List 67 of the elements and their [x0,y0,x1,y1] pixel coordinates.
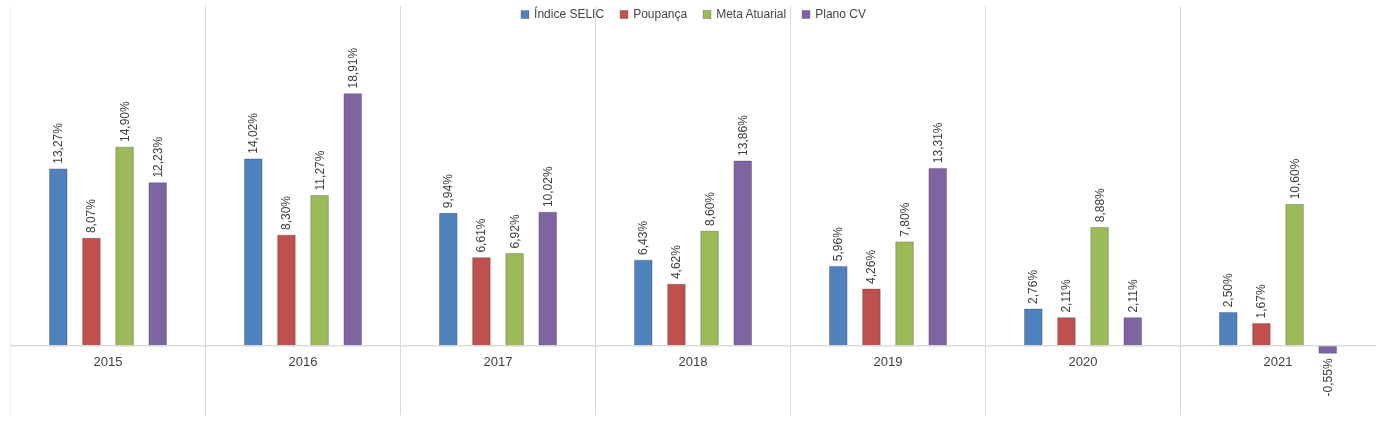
bar [538,211,557,347]
legend-label: Plano CV [815,7,866,21]
bar [505,253,524,347]
data-label: 6,43% [636,220,651,255]
data-label: 10,60% [1287,158,1302,200]
bar [1057,317,1076,347]
bar [1090,227,1109,347]
data-label: 8,88% [1092,187,1107,223]
bar [343,93,362,347]
bar [1024,308,1043,347]
data-label: 14,90% [117,100,132,143]
x-tick-label: 2017 [483,353,513,369]
data-label: 2,76% [1026,269,1041,304]
data-label: 5,96% [831,226,846,262]
data-label: 4,62% [669,244,684,280]
data-label: 8,30% [279,195,294,231]
data-label: 2,11% [1125,279,1140,313]
x-tick-label: 2021 [1263,353,1293,369]
data-label: 13,86% [735,114,750,156]
bar [895,241,914,347]
data-label: 7,80% [897,202,912,237]
bar [472,257,491,347]
data-label: 9,94% [441,173,456,209]
bar [733,160,752,347]
bar [439,213,458,347]
bar [1123,317,1142,347]
data-label: -0,55% [1320,358,1335,397]
legend-label: Poupança [633,7,688,21]
x-tick-label: 2018 [678,353,708,369]
data-label: 11,27% [312,150,327,191]
bar [667,283,686,347]
legend-label: Índice SELIC [534,7,605,21]
x-tick-label: 2015 [93,353,123,369]
x-tick-label: 2019 [873,353,903,369]
data-label: 13,31% [930,122,945,164]
data-label: 2,11% [1059,279,1074,313]
bar [1285,204,1304,347]
bar [115,146,134,347]
bar [148,182,167,347]
bar [928,168,947,347]
data-label: 2,50% [1221,273,1236,308]
bar [310,195,329,347]
bar [862,288,881,347]
data-label: 14,02% [246,112,261,154]
data-label: 10,02% [540,166,555,208]
data-label: 18,91% [345,47,360,89]
bar [1318,345,1337,354]
data-label: 13,27% [51,122,66,164]
x-tick-label: 2020 [1068,353,1098,369]
bar [244,158,263,347]
bar [634,259,653,347]
bar [49,168,68,347]
data-label: 12,23% [150,136,165,178]
data-label: 6,61% [474,218,489,253]
x-tick-label: 2016 [288,353,318,369]
bar [1252,323,1271,347]
bar [829,266,848,347]
bar [82,237,101,347]
data-label: 8,60% [702,191,717,227]
bar [1219,312,1238,347]
data-label: 6,92% [507,214,522,249]
data-label: 8,07% [84,198,99,234]
bar [700,230,719,347]
bar [277,234,296,347]
data-label: 1,67% [1254,284,1269,319]
data-label: 4,26% [864,249,879,284]
legend-label: Meta Atuarial [716,7,787,21]
